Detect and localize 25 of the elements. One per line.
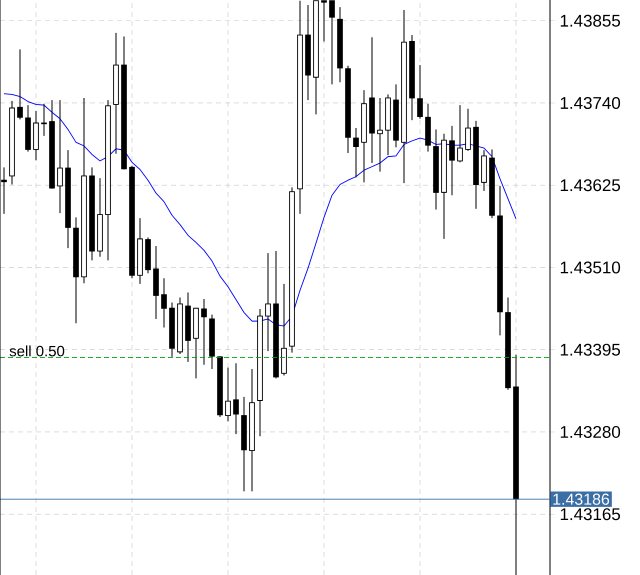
y-tick-label: 1.43395 <box>560 344 620 356</box>
y-tick-label: 1.43165 <box>560 508 620 520</box>
candlestick <box>161 278 167 328</box>
candlestick <box>353 128 359 178</box>
candlestick <box>41 103 47 136</box>
candlestick <box>377 97 383 172</box>
candlestick <box>225 367 231 422</box>
y-tick-label: 1.43280 <box>560 426 620 438</box>
ref-line-label: 1.43186 <box>553 494 610 505</box>
y-tick-label: 1.43625 <box>560 179 620 192</box>
candlestick <box>329 0 335 85</box>
candlestick <box>449 125 455 196</box>
candlestick <box>265 252 271 352</box>
candlestick <box>57 100 63 214</box>
y-tick-label: 1.43855 <box>560 14 620 27</box>
candlestick <box>465 108 471 152</box>
candlestick <box>17 48 23 120</box>
candlestick <box>321 0 327 42</box>
candlestick <box>417 64 423 120</box>
candlestick <box>457 104 463 163</box>
y-tick-label: 1.43740 <box>560 96 620 109</box>
candlestick <box>233 362 239 435</box>
ref-line-label: sell 0.50 <box>10 345 64 356</box>
candlestick <box>201 298 207 366</box>
y-tick-label: 1.43510 <box>560 261 620 274</box>
